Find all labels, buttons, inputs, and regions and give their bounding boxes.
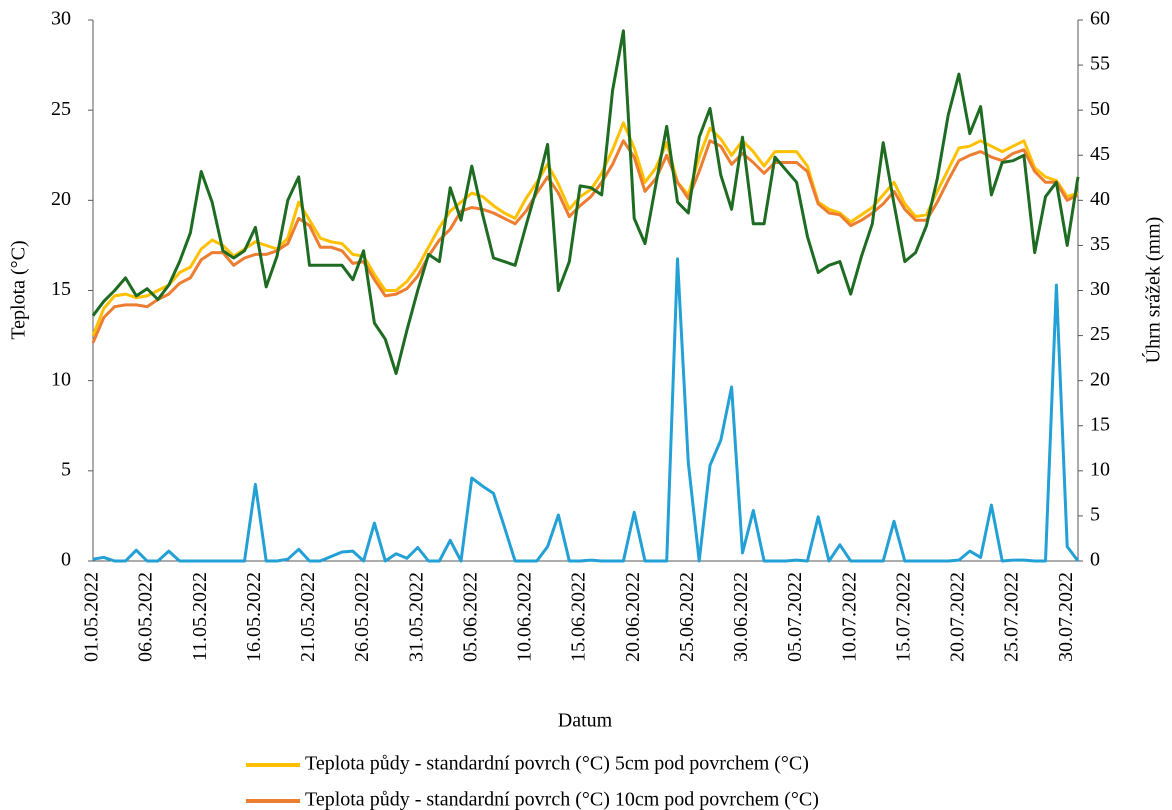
x-tick-label: 20.06.2022	[622, 572, 644, 662]
y2-tick-label: 50	[1090, 98, 1110, 120]
y2-tick-label: 45	[1090, 143, 1110, 165]
y2-tick-label: 40	[1090, 188, 1110, 210]
x-tick-label: 25.06.2022	[676, 572, 698, 662]
y2-tick-label: 60	[1090, 8, 1110, 30]
data-line	[91, 121, 1079, 337]
x-tick-label: 10.06.2022	[514, 572, 536, 662]
y-tick-label: 15	[51, 278, 71, 300]
x-tick-label: 06.05.2022	[135, 572, 157, 662]
y-tick-label: 0	[61, 549, 71, 571]
y2-tick-label: 10	[1090, 458, 1110, 480]
x-tick-label: 15.06.2022	[568, 572, 590, 662]
x-tick-label: 20.07.2022	[947, 572, 969, 662]
legend-label: Teplota půdy - standardní povrch (°C) 10…	[305, 789, 819, 810]
y2-tick-label: 15	[1090, 413, 1110, 435]
x-tick-label: 31.05.2022	[405, 572, 427, 662]
y2-tick-label: 25	[1090, 323, 1110, 345]
y-tick-label: 20	[51, 188, 71, 210]
y-tick-label: 30	[51, 8, 71, 30]
y2-tick-label: 35	[1090, 233, 1110, 255]
data-line	[91, 29, 1080, 375]
x-tick-label: 10.07.2022	[838, 572, 860, 662]
x-tick-label: 16.05.2022	[243, 572, 265, 662]
y2-tick-label: 5	[1090, 504, 1100, 526]
x-tick-label: 15.07.2022	[892, 572, 914, 662]
x-tick-label: 26.05.2022	[351, 572, 373, 662]
y-tick-label: 25	[51, 98, 71, 120]
y-axis-title: Teplota (°C)	[8, 240, 30, 339]
x-tick-label: 21.05.2022	[297, 572, 319, 662]
y2-tick-label: 0	[1090, 549, 1100, 571]
y2-tick-label: 20	[1090, 368, 1110, 390]
x-tick-label: 11.05.2022	[189, 572, 211, 661]
x-tick-label: 01.05.2022	[81, 572, 103, 662]
data-line	[91, 139, 1079, 344]
y-tick-label: 5	[61, 458, 71, 480]
x-tick-label: 05.06.2022	[459, 572, 481, 662]
legend-label: Teplota půdy - standardní povrch (°C) 5c…	[305, 753, 809, 775]
x-tick-label: 05.07.2022	[784, 572, 806, 662]
x-tick-label: 25.07.2022	[1001, 572, 1023, 662]
data-line	[92, 257, 1080, 563]
x-tick-label: 30.07.2022	[1055, 572, 1077, 662]
y2-tick-label: 55	[1090, 53, 1110, 75]
y2-tick-label: 30	[1090, 278, 1110, 300]
y2-axis-title: Úhrn srážek (mm)	[1141, 217, 1165, 364]
y-tick-label: 10	[51, 368, 71, 390]
x-axis-title: Datum	[558, 710, 613, 732]
x-tick-label: 30.06.2022	[730, 572, 752, 662]
